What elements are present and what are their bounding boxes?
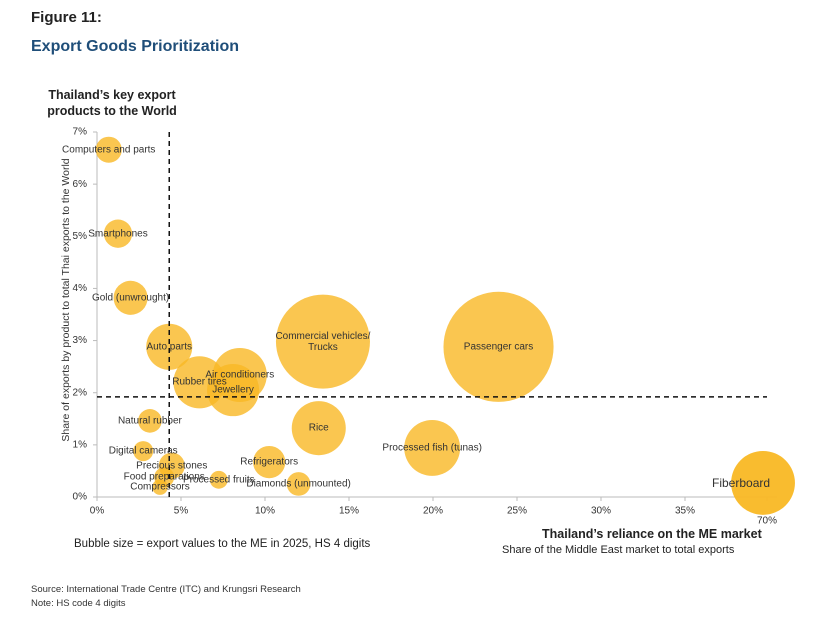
- bubble-label: Processed fruits: [182, 474, 255, 486]
- x-tick-label: 25%: [507, 506, 527, 517]
- bubble-label: Processed fish (tunas): [382, 442, 482, 454]
- y-tick-label: 7%: [73, 127, 88, 138]
- bubble: [291, 401, 346, 456]
- x-axis-sublabel: Share of the Middle East market to total…: [502, 544, 735, 556]
- bubble: [404, 420, 461, 476]
- bubble: [113, 280, 148, 315]
- x-tick-label: 5%: [174, 506, 189, 517]
- x-tick-label: 10%: [255, 506, 275, 517]
- y-tick-label: 3%: [73, 335, 88, 346]
- y-tick-label: 2%: [73, 387, 88, 398]
- bubble: [443, 291, 554, 402]
- y-tick-label: 5%: [73, 231, 88, 242]
- y-axis-label: Share of exports by product to total Tha…: [60, 158, 72, 441]
- bubble: [253, 445, 286, 479]
- bubble-label: Compressors: [130, 481, 190, 493]
- y-tick-label: 0%: [73, 492, 88, 503]
- x-tick-label: 30%: [591, 506, 611, 517]
- note: Note: HS code 4 digits: [31, 598, 126, 609]
- bubble: [133, 441, 154, 462]
- bubble: [95, 136, 122, 163]
- x-tick-label: 70%: [757, 516, 777, 527]
- bubble-label: Food preparations: [123, 471, 205, 483]
- bubble-label: Computers and parts: [62, 144, 156, 156]
- bubble-label: Diamonds (unmounted): [246, 478, 351, 490]
- bubble: [138, 409, 162, 433]
- x-tick-label: 0%: [90, 506, 105, 517]
- bubble-label: Air conditioners: [205, 369, 275, 381]
- bubble-label: Commercial vehicles/ Trucks: [275, 330, 371, 353]
- bubble-label: Gold (unwrought): [91, 292, 170, 304]
- bubble-label: Rice: [308, 422, 329, 434]
- bubble: [286, 472, 311, 496]
- bubble-label: Smartphones: [88, 228, 148, 240]
- bubble: [275, 294, 370, 389]
- bubble-label: Fiberboard: [712, 475, 771, 490]
- x-axis-label: Thailand’s reliance on the ME market: [542, 527, 762, 541]
- size-note: Bubble size = export values to the ME in…: [74, 538, 371, 550]
- bubble-label: Jewellery: [212, 384, 254, 396]
- x-tick-label: 15%: [339, 506, 359, 517]
- bubble-label: Rubber tires: [172, 376, 227, 388]
- source: Source: International Trade Centre (ITC)…: [31, 584, 301, 595]
- y-header: Thailand’s key export products to the Wo…: [47, 88, 177, 118]
- figure-label: Figure 11:: [31, 9, 102, 26]
- bubble: [209, 470, 228, 489]
- bubble-label: Natural rubber: [117, 415, 182, 427]
- x-tick-label: 35%: [675, 506, 695, 517]
- bubble: [731, 450, 795, 515]
- bubble-label: Passenger cars: [463, 341, 534, 353]
- bubble: [103, 219, 133, 248]
- y-tick-label: 1%: [73, 439, 88, 450]
- x-tick-label: 20%: [423, 506, 443, 517]
- bubble-label: Digital cameras: [108, 445, 178, 457]
- bubble-label: Refrigerators: [240, 456, 299, 468]
- y-tick-label: 4%: [73, 283, 88, 294]
- chart-title: Export Goods Prioritization: [31, 38, 240, 55]
- y-tick-label: 6%: [73, 179, 88, 190]
- bubble-label: Precious stones: [136, 460, 208, 472]
- bubble: [207, 364, 260, 417]
- bubble: [152, 479, 168, 495]
- bubble: [146, 323, 193, 370]
- bubble-label: Auto parts: [146, 341, 193, 353]
